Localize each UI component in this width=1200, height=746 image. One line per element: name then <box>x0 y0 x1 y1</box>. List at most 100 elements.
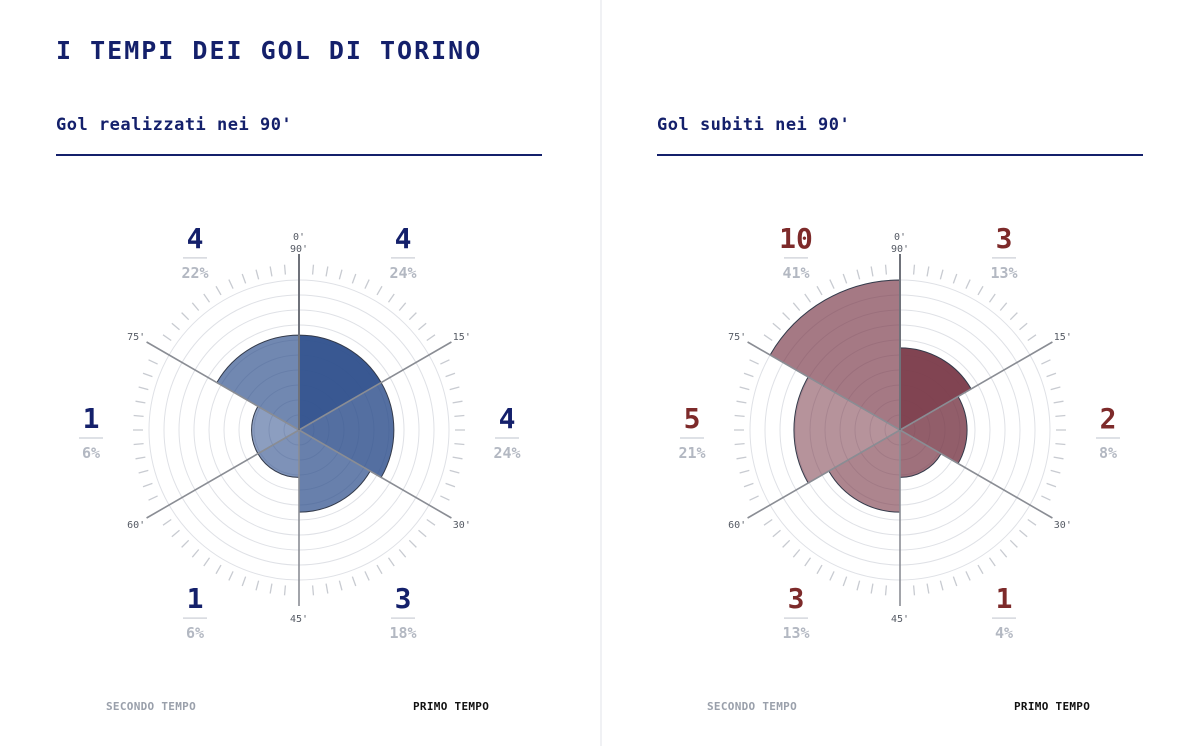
tick-mark <box>1046 372 1057 378</box>
tick-mark <box>1046 482 1057 488</box>
value-label: 3 <box>788 582 805 615</box>
tick-mark <box>1041 495 1051 501</box>
tick-mark <box>1027 334 1037 342</box>
tick-mark <box>269 266 273 277</box>
panel-divider <box>600 0 602 746</box>
tick-mark <box>743 372 754 378</box>
percent-label: 13% <box>782 624 809 642</box>
tick-mark <box>376 564 383 575</box>
minute-label: 15' <box>453 332 471 343</box>
tick-mark <box>939 580 944 591</box>
second-half-label: SECONDO TEMPO <box>707 700 797 713</box>
wedge-4 <box>257 429 300 478</box>
tick-mark <box>364 571 370 581</box>
tick-mark <box>311 264 315 275</box>
radial-chart-conceded: 0'90' 15' 30' 45' 60' 75' 3 13% 2 8% 1 4% 3 13% 5 21% 10… <box>678 222 1120 642</box>
minute-label: 45' <box>891 614 909 625</box>
tick-mark <box>736 400 747 404</box>
tick-mark <box>1053 400 1064 404</box>
value-label: 5 <box>684 402 701 435</box>
tick-mark <box>171 529 180 538</box>
tick-mark <box>351 576 357 587</box>
tick-mark <box>440 495 450 501</box>
minute-label: 30' <box>453 520 471 531</box>
tick-mark <box>162 518 172 526</box>
tick-mark <box>228 571 234 581</box>
tick-mark <box>269 583 273 594</box>
tick-mark <box>133 442 144 446</box>
tick-mark <box>988 557 996 567</box>
wedge-3 <box>899 429 942 478</box>
tick-mark <box>387 293 395 303</box>
wedge-2 <box>297 381 395 479</box>
tick-mark <box>325 266 329 277</box>
tick-mark <box>829 571 835 581</box>
percent-label: 24% <box>389 264 416 282</box>
tick-mark <box>203 293 211 303</box>
value-label: 3 <box>996 222 1013 255</box>
tick-mark <box>338 580 343 591</box>
tick-mark <box>926 266 930 277</box>
spoke-line <box>747 429 901 519</box>
second-half-label: SECONDO TEMPO <box>106 700 196 713</box>
wedge-4 <box>828 429 901 513</box>
percent-label: 41% <box>782 264 809 282</box>
tick-mark <box>454 414 465 418</box>
radial-chart-scored: 0'90' 15' 30' 45' 60' 75' 4 24% 4 24% 3 18% 1 6% 1 6% 4 2… <box>79 222 521 642</box>
tick-mark <box>138 469 149 474</box>
tick-mark <box>418 322 427 331</box>
tick-mark <box>792 302 801 311</box>
tick-mark <box>440 359 450 365</box>
value-label: 2 <box>1100 402 1117 435</box>
value-label: 10 <box>779 222 813 255</box>
wedge-2 <box>899 395 968 465</box>
page-title: I TEMPI DEI GOL DI TORINO <box>56 36 483 65</box>
minute-label: 60' <box>728 520 746 531</box>
panel-rule <box>56 154 542 156</box>
tick-mark <box>999 302 1008 311</box>
tick-mark <box>804 557 812 567</box>
tick-mark <box>842 576 848 587</box>
tick-mark <box>445 482 456 488</box>
tick-mark <box>749 359 759 365</box>
tick-mark <box>181 539 190 548</box>
value-label: 3 <box>395 582 412 615</box>
tick-mark <box>398 302 407 311</box>
tick-mark <box>842 273 848 284</box>
minute-label: 0' <box>894 232 906 243</box>
tick-mark <box>449 469 460 474</box>
tick-mark <box>965 571 971 581</box>
tick-mark <box>829 279 835 289</box>
tick-mark <box>142 482 153 488</box>
tick-mark <box>311 585 315 596</box>
percent-label: 18% <box>389 624 416 642</box>
percent-label: 21% <box>678 444 705 462</box>
spoke-line <box>747 341 901 431</box>
tick-mark <box>763 518 773 526</box>
panel-goals-scored: Gol realizzati nei 90' 0' 90' 15' 30' 45' 60'… <box>56 0 542 746</box>
tick-mark <box>1019 529 1028 538</box>
panel-goals-conceded: Gol subiti nei 90' 0' 90' 15' 30' 45' 60' 75' 3… <box>657 0 1143 746</box>
tick-mark <box>782 312 791 321</box>
minute-label: 15' <box>1054 332 1072 343</box>
value-label: 1 <box>996 582 1013 615</box>
tick-mark <box>255 269 260 280</box>
tick-mark <box>1055 442 1066 446</box>
wedge-5 <box>793 376 902 484</box>
tick-mark <box>999 549 1008 558</box>
value-label: 1 <box>187 582 204 615</box>
spoke-line <box>298 429 452 519</box>
minute-label: 90' <box>290 244 308 255</box>
tick-mark <box>939 269 944 280</box>
tick-mark <box>926 583 930 594</box>
tick-mark <box>1050 469 1061 474</box>
panel-title-scored: Gol realizzati nei 90' <box>56 115 293 135</box>
minute-label: 75' <box>127 332 145 343</box>
tick-mark <box>135 456 146 460</box>
tick-mark <box>338 269 343 280</box>
tick-mark <box>452 400 463 404</box>
tick-mark <box>884 585 888 596</box>
percent-label: 8% <box>1099 444 1117 462</box>
tick-mark <box>445 372 456 378</box>
tick-mark <box>203 557 211 567</box>
